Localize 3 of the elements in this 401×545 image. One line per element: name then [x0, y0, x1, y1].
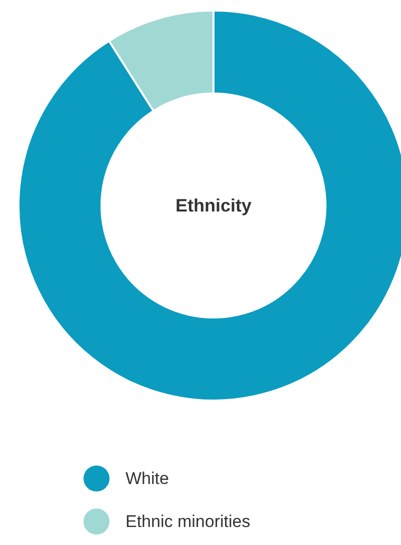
text: Ethnicity	[175, 196, 252, 216]
legend-label: Ethnic minorities	[126, 512, 250, 531]
legend-label: White	[126, 469, 169, 488]
